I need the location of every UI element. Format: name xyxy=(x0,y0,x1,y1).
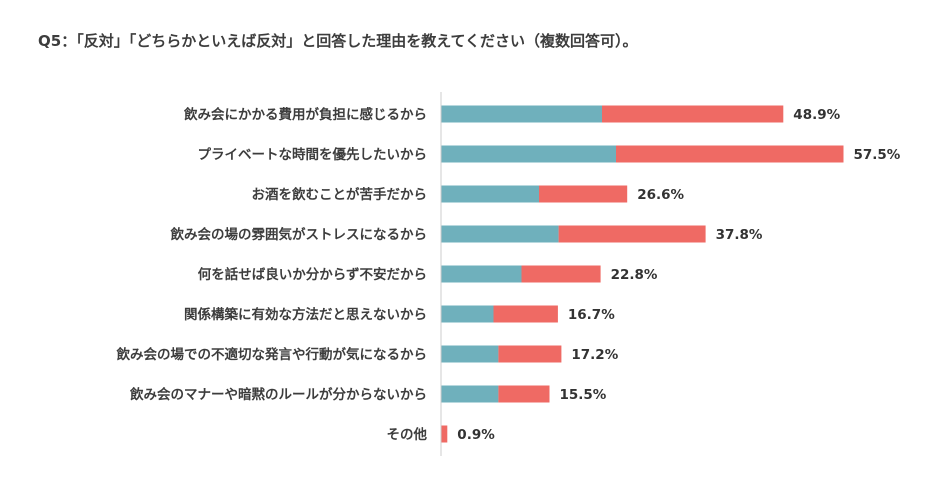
category-label: プライベートな時間を優先したいから xyxy=(198,146,428,163)
category-label: 関係構築に有効な方法だと思えないから xyxy=(184,306,427,323)
category-label: その他 xyxy=(387,426,428,443)
value-label: 17.2% xyxy=(571,347,618,363)
value-label: 0.9% xyxy=(457,427,495,443)
bar-segment-a xyxy=(441,185,539,203)
bar-segment-a xyxy=(441,345,499,363)
value-label: 37.8% xyxy=(716,227,763,243)
bar-segment-b xyxy=(521,265,601,283)
bar-segment-b xyxy=(498,385,550,403)
value-label: 22.8% xyxy=(611,267,658,283)
category-label: 何を話せば良いか分からず不安だから xyxy=(198,266,427,283)
chart-title: Q5：「反対」「どちらかといえば反対」と回答した理由を教えてください（複数回答可… xyxy=(38,32,638,50)
bar-segment-b xyxy=(602,105,784,123)
category-labels: 飲み会にかかる費用が負担に感じるからプライベートな時間を優先したいからお酒を飲む… xyxy=(116,106,428,443)
bar-segment-a xyxy=(441,385,499,403)
value-label: 26.6% xyxy=(637,187,684,203)
bar-segment-a xyxy=(441,225,559,243)
value-label: 15.5% xyxy=(560,387,607,403)
category-label: 飲み会のマナーや暗黙のルールが分からないから xyxy=(129,386,427,403)
bar-segment-b xyxy=(493,305,558,323)
value-label: 16.7% xyxy=(568,307,615,323)
bar-segment-a xyxy=(441,305,494,323)
bar-segment-a xyxy=(441,105,602,123)
category-label: 飲み会にかかる費用が負担に感じるから xyxy=(183,106,427,123)
category-label: お酒を飲むことが苦手だから xyxy=(252,186,428,203)
bar-segment-b xyxy=(558,225,706,243)
bar-segment-b xyxy=(539,185,628,203)
value-label: 48.9% xyxy=(793,107,840,123)
bars xyxy=(441,105,844,443)
bar-segment-b xyxy=(498,345,562,363)
category-label: 飲み会の場の雰囲気がストレスになるから xyxy=(170,226,428,243)
bar-segment-b xyxy=(441,425,448,443)
category-label: 飲み会の場での不適切な発言や行動が気になるから xyxy=(116,346,428,363)
bar-segment-b xyxy=(616,145,844,163)
value-labels: 48.9% 57.5% 26.6% 37.8% 22.8% 16.7% 17.2% 15.5%… xyxy=(457,107,901,443)
bar-segment-a xyxy=(441,145,616,163)
value-label: 57.5% xyxy=(854,147,901,163)
bar-segment-a xyxy=(441,265,522,283)
